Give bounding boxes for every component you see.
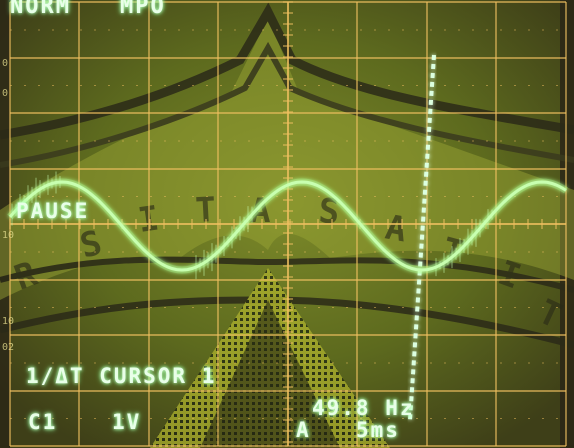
left-bezel <box>0 0 10 448</box>
pause-label: PAUSE <box>16 199 90 223</box>
channel-label: C1 <box>28 410 58 434</box>
margin-tick-label: 0 <box>2 58 8 69</box>
left-margin-ticks: 0 0 10 02 10 <box>2 58 14 353</box>
margin-tick-label: 10 <box>2 230 14 241</box>
sticker-letter: T <box>194 190 217 231</box>
sticker-second-arc <box>0 41 574 168</box>
margin-tick-label: 02 <box>2 342 14 353</box>
mode-sub-label: MPO <box>120 0 166 19</box>
frequency-readout: 49.8 Hz <box>312 396 415 420</box>
cursor-readout-label: 1/ΔT CURSOR 1 <box>26 364 217 388</box>
mode-label: NORM <box>10 0 71 19</box>
sticker-dark-triangle <box>200 300 340 448</box>
sticker-inner-arc <box>0 256 574 293</box>
right-bezel <box>560 0 574 448</box>
sticker-outer-arc <box>0 2 574 140</box>
margin-tick-label: 10 <box>2 316 14 327</box>
time-per-div: 5ms <box>356 418 400 442</box>
margin-tick-label: 0 <box>2 88 8 99</box>
graticule-grid <box>9 1 567 447</box>
trigger-label: A <box>296 418 311 442</box>
volts-per-div: 1V <box>112 410 142 434</box>
waveform-trace <box>8 180 567 272</box>
waveform-noise <box>11 171 493 280</box>
cursor-line-2[interactable] <box>408 54 436 421</box>
